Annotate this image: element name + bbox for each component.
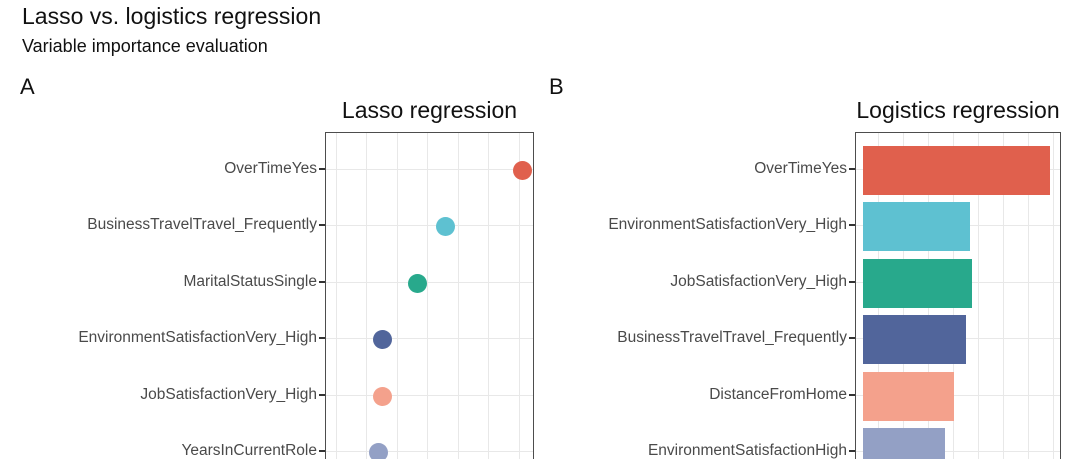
y-axis-label-EnvironmentSatisfactionHigh: EnvironmentSatisfactionHigh: [647, 442, 847, 459]
figure-title: Lasso vs. logistics regression: [22, 3, 322, 29]
y-axis-tick: [849, 337, 855, 339]
data-point-MaritalStatusSingle: [408, 273, 428, 293]
y-axis-label-JobSatisfactionVery_High: JobSatisfactionVery_High: [140, 386, 317, 403]
bar-EnvironmentSatisfactionHigh: [863, 428, 945, 459]
vertical-gridline: [1053, 133, 1054, 459]
panel-b-title: Logistics regression: [856, 97, 1060, 123]
y-axis-label-BusinessTravelTravel_Frequently: BusinessTravelTravel_Frequently: [87, 216, 317, 233]
horizontal-gridline: [326, 225, 533, 226]
vertical-gridline: [1003, 133, 1004, 459]
y-axis-label-DistanceFromHome: DistanceFromHome: [709, 386, 847, 403]
panel-b-plot-area: [855, 132, 1061, 459]
y-axis-label-BusinessTravelTravel_Frequently: BusinessTravelTravel_Frequently: [617, 329, 847, 346]
horizontal-gridline: [326, 395, 533, 396]
data-point-JobSatisfactionVery_High: [372, 386, 392, 406]
figure-subtitle: Variable importance evaluation: [22, 36, 268, 56]
horizontal-gridline: [326, 169, 533, 170]
y-axis-tick: [319, 281, 325, 283]
y-axis-tick: [319, 394, 325, 396]
vertical-gridline: [978, 133, 979, 459]
y-axis-tick: [319, 168, 325, 170]
data-point-BusinessTravelTravel_Frequently: [435, 216, 455, 236]
horizontal-gridline: [856, 395, 1060, 396]
y-axis-tick: [849, 394, 855, 396]
y-axis-tick: [319, 224, 325, 226]
panel-a-title: Lasso regression: [341, 97, 518, 123]
bar-BusinessTravelTravel_Frequently: [863, 315, 966, 364]
y-axis-label-OverTimeYes: OverTimeYes: [754, 160, 847, 177]
horizontal-gridline: [326, 282, 533, 283]
bar-JobSatisfactionVery_High: [863, 259, 972, 308]
data-point-OverTimeYes: [512, 160, 532, 180]
y-axis-tick: [849, 281, 855, 283]
vertical-gridline: [427, 133, 428, 459]
bar-DistanceFromHome: [863, 372, 954, 421]
y-axis-tick: [849, 224, 855, 226]
data-point-EnvironmentSatisfactionVery_High: [372, 329, 392, 349]
vertical-gridline: [336, 133, 337, 459]
horizontal-gridline: [856, 451, 1060, 452]
panel-a-plot-area: [325, 132, 534, 459]
y-axis-label-MaritalStatusSingle: MaritalStatusSingle: [183, 273, 317, 290]
y-axis-label-EnvironmentSatisfactionVery_High: EnvironmentSatisfactionVery_High: [608, 216, 847, 233]
vertical-gridline: [519, 133, 520, 459]
vertical-gridline: [488, 133, 489, 459]
y-axis-tick: [319, 450, 325, 452]
bar-EnvironmentSatisfactionVery_High: [863, 202, 970, 251]
panel-a-letter: A: [20, 74, 35, 99]
y-axis-tick: [849, 168, 855, 170]
y-axis-tick: [849, 450, 855, 452]
vertical-gridline: [366, 133, 367, 459]
vertical-gridline: [397, 133, 398, 459]
vertical-gridline: [458, 133, 459, 459]
y-axis-label-JobSatisfactionVery_High: JobSatisfactionVery_High: [670, 273, 847, 290]
bar-OverTimeYes: [863, 146, 1050, 195]
y-axis-label-EnvironmentSatisfactionVery_High: EnvironmentSatisfactionVery_High: [78, 329, 317, 346]
horizontal-gridline: [326, 338, 533, 339]
vertical-gridline: [1028, 133, 1029, 459]
horizontal-gridline: [326, 451, 533, 452]
y-axis-label-YearsInCurrentRole: YearsInCurrentRole: [181, 442, 317, 459]
y-axis-tick: [319, 337, 325, 339]
y-axis-label-OverTimeYes: OverTimeYes: [224, 160, 317, 177]
data-point-YearsInCurrentRole: [368, 442, 388, 459]
panel-b-letter: B: [549, 74, 564, 99]
